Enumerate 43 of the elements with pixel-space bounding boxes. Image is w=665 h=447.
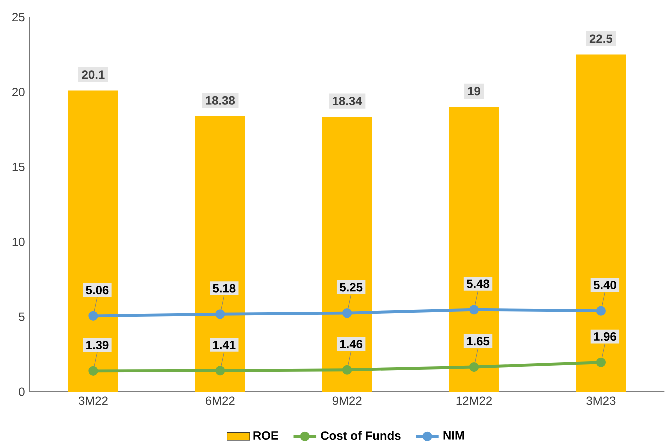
data-label: 1.65	[467, 336, 490, 346]
point	[88, 366, 98, 376]
point	[596, 358, 606, 368]
data-label: 20.1	[82, 70, 105, 80]
data-label: 22.5	[590, 34, 613, 44]
legend-label: Cost of Funds	[321, 431, 401, 440]
data-label: 5.18	[213, 284, 236, 293]
y-tick-label: 5	[19, 312, 25, 322]
data-label: 18.38	[206, 96, 236, 105]
data-label: 19	[468, 86, 480, 96]
data-label: 5.48	[466, 280, 490, 288]
data-label: 5.40	[594, 280, 616, 290]
x-tick-label: 9M22	[332, 396, 362, 406]
x-tick-label: 6M22	[206, 396, 235, 406]
point	[469, 362, 480, 372]
point	[216, 309, 226, 319]
data-label: 18.34	[333, 96, 362, 106]
legend-label: ROE	[254, 431, 278, 440]
y-tick-label: 15	[12, 162, 25, 172]
point	[469, 304, 480, 314]
point	[88, 311, 98, 321]
bar	[68, 90, 118, 392]
data-label: 1.41	[213, 340, 236, 350]
x-tick-label: 3M22	[78, 396, 108, 406]
x-tick-label: 12M22	[456, 396, 492, 405]
data-label: 5.06	[86, 286, 109, 294]
bar	[576, 54, 626, 392]
y-tick-label: 10	[12, 238, 25, 246]
legend-label: NIM	[444, 431, 464, 440]
y-tick-label: 0	[19, 388, 25, 396]
point	[596, 306, 606, 316]
data-label: 1.39	[86, 340, 109, 350]
bar	[195, 116, 246, 392]
point	[342, 308, 352, 318]
data-label: 1.46	[340, 340, 363, 348]
x-tick-label: 3M23	[586, 396, 616, 406]
bar	[322, 116, 372, 392]
y-tick-label: 20	[12, 88, 25, 96]
y-tick-label: 25	[12, 12, 25, 22]
data-label: 5.25	[340, 283, 363, 292]
point	[216, 366, 226, 376]
point	[342, 365, 352, 375]
data-label: 1.96	[594, 332, 616, 341]
